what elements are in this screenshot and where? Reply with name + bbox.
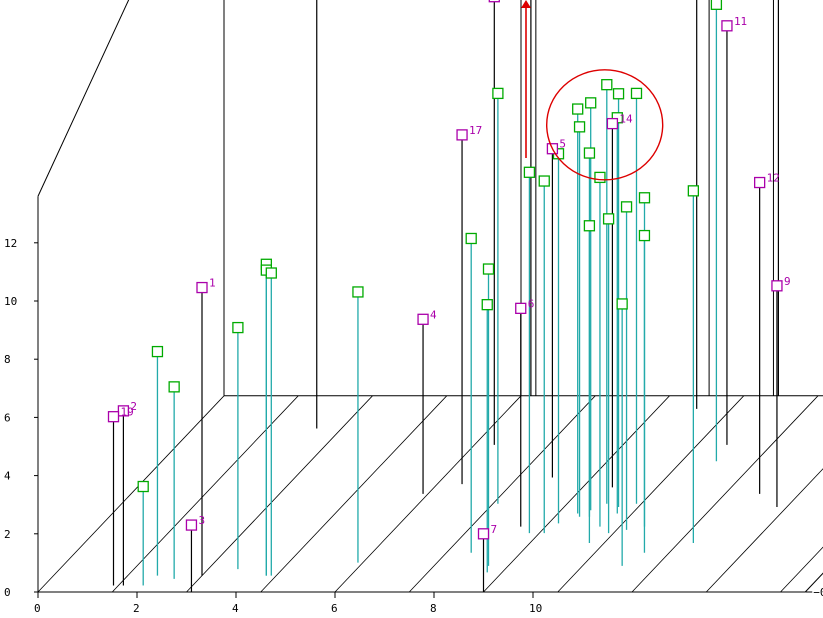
floor-grid-line xyxy=(483,395,670,593)
z-tick-label: −0 xyxy=(813,586,823,599)
x-tick-label: 0 xyxy=(34,602,41,615)
y-tick-label: 2 xyxy=(4,528,11,541)
cluster-marker xyxy=(585,97,597,109)
cluster-marker xyxy=(710,0,723,10)
cluster-marker xyxy=(523,166,536,178)
labeled-marker xyxy=(185,519,198,531)
point-markers: 12193456789101112131415161718 xyxy=(107,0,791,540)
highlight-arrow-head xyxy=(521,0,531,8)
labeled-marker xyxy=(417,313,429,325)
cluster-marker xyxy=(594,171,606,184)
cluster-marker xyxy=(137,480,149,493)
cluster-marker xyxy=(232,321,244,334)
cluster-marker xyxy=(612,88,625,100)
cluster-marker xyxy=(638,229,651,242)
cluster-marker xyxy=(265,267,277,279)
y-tick-label: 6 xyxy=(4,411,11,424)
point-label: 12 xyxy=(767,172,780,185)
labeled-marker xyxy=(456,129,468,141)
labeled-marker xyxy=(117,405,130,417)
cluster-marker xyxy=(151,345,164,358)
labeled-marker xyxy=(107,411,120,423)
point-label: 5 xyxy=(559,138,566,151)
point-label: 1 xyxy=(209,277,216,290)
floor-grid-line xyxy=(408,395,596,593)
cluster-marker xyxy=(620,201,633,213)
y-tick-label: 8 xyxy=(4,353,11,366)
floor-grid xyxy=(37,395,823,593)
cluster-marker xyxy=(572,103,584,115)
floor-grid-line xyxy=(780,546,823,593)
y-tick-label: 12 xyxy=(4,237,17,250)
point-label: 6 xyxy=(528,297,535,310)
x-tick-label: 4 xyxy=(232,602,239,615)
point-label: 14 xyxy=(619,113,633,126)
y-tick-label: 10 xyxy=(4,295,17,308)
floor-grid-line xyxy=(111,395,299,593)
floor-grid-line xyxy=(557,395,745,593)
x-tick-label: 2 xyxy=(133,602,140,615)
cluster-marker xyxy=(601,79,613,91)
cluster-marker xyxy=(573,121,586,133)
labeled-marker xyxy=(771,280,783,292)
labeled-marker xyxy=(606,117,619,130)
floor-grid-line xyxy=(37,395,225,593)
labeled-marker xyxy=(515,302,527,315)
y-tick-label: 4 xyxy=(4,470,11,483)
x-tick-label: 8 xyxy=(430,602,437,615)
point-label: 2 xyxy=(130,400,137,413)
top-left-edge xyxy=(37,0,130,197)
point-label: 17 xyxy=(469,124,482,137)
point-label: 11 xyxy=(734,15,747,28)
highlight-annotation xyxy=(521,0,664,181)
cluster-marker xyxy=(638,192,651,204)
cluster-marker xyxy=(352,286,364,298)
floor-grid-line xyxy=(186,395,373,593)
point-label: 4 xyxy=(430,308,437,321)
cluster-marker xyxy=(481,299,493,311)
cluster-marker xyxy=(583,147,596,159)
point-label: 3 xyxy=(198,514,205,527)
stem-lines xyxy=(112,0,780,592)
y-tick-label: 0 xyxy=(4,586,11,599)
floor-grid-line xyxy=(334,395,522,593)
cluster-marker xyxy=(538,175,550,187)
x-tick-label: 10 xyxy=(529,602,542,615)
cluster-marker xyxy=(482,263,495,275)
labeled-marker xyxy=(488,0,500,3)
cluster-marker xyxy=(583,220,596,232)
floor-grid-line xyxy=(631,395,819,593)
plot-frame xyxy=(37,0,823,593)
point-label: 9 xyxy=(784,275,791,288)
cluster-marker xyxy=(492,87,504,100)
cluster-marker xyxy=(630,87,643,100)
point-label: 19 xyxy=(121,406,134,419)
cluster-marker xyxy=(465,232,477,245)
floor-grid-line xyxy=(260,395,448,593)
cluster-marker xyxy=(687,185,699,197)
cluster-marker xyxy=(168,381,180,393)
cluster-marker xyxy=(616,298,628,310)
x-tick-label: 6 xyxy=(331,602,338,615)
floor-grid-line xyxy=(705,468,823,593)
labeled-marker xyxy=(721,20,733,32)
labeled-marker xyxy=(477,528,490,540)
highlight-circle xyxy=(546,69,664,181)
labeled-marker xyxy=(196,281,208,294)
point-label: 7 xyxy=(491,523,498,536)
cluster-marker xyxy=(602,213,615,225)
labeled-marker xyxy=(754,176,766,189)
